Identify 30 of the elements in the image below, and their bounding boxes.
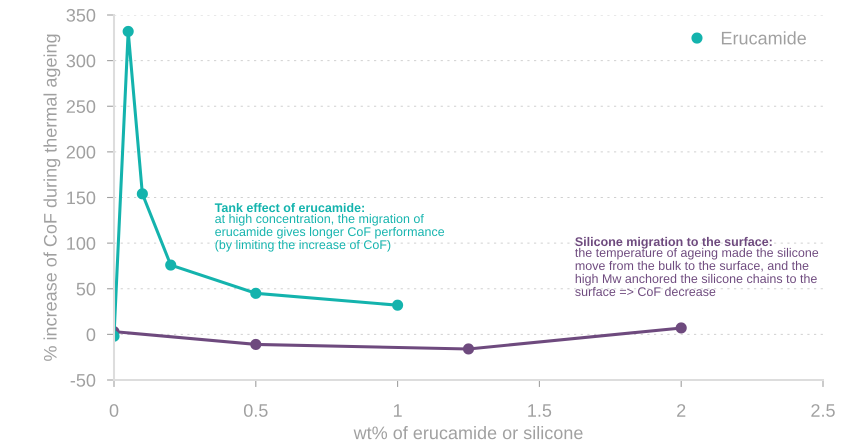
point — [136, 188, 148, 200]
point — [165, 259, 176, 271]
point — [462, 343, 474, 355]
x-axis-title: wt% of erucamide or silicone — [354, 426, 583, 440]
annotation: Tank effect of erucamide: — [214, 202, 364, 212]
point — [250, 288, 262, 299]
annotation: the temperature of ageing made the silicone move from the bulk to the surface, and the high Mw anchored the silicone chains to the surface => CoF decrease — [575, 248, 818, 296]
x-tick-label: 0.5 — [244, 404, 268, 417]
y-tick-label: 350 — [66, 8, 96, 22]
y-tick-label: -50 — [70, 374, 96, 387]
point — [122, 26, 134, 37]
y-tick-label: 300 — [66, 54, 96, 68]
legend-label: Erucamide — [722, 31, 806, 45]
y-tick-label: 0 — [86, 328, 96, 342]
point — [676, 322, 687, 334]
point — [250, 338, 262, 350]
annotation: Silicone migration to the surface: — [575, 236, 772, 249]
y-tick-label: 150 — [67, 191, 96, 204]
y-axis-title: % increase of CoF during thermal ageing — [43, 34, 60, 361]
annotation: at high concentration, the migration of erucamide gives longer CoF performance (by limiting the increase of CoF) — [215, 214, 444, 252]
x-tick-label: 1 — [394, 404, 402, 417]
point — [392, 300, 404, 311]
x-tick-label: 0 — [110, 404, 118, 417]
x-tick-label: 2.5 — [811, 404, 835, 417]
x-tick-label: 2 — [677, 404, 686, 417]
y-tick-label: 250 — [66, 100, 96, 113]
y-tick-label: 200 — [66, 146, 96, 159]
y-tick-label: 100 — [67, 237, 96, 250]
y-tick-label: 50 — [76, 282, 96, 296]
x-tick-label: 1.5 — [528, 404, 552, 417]
